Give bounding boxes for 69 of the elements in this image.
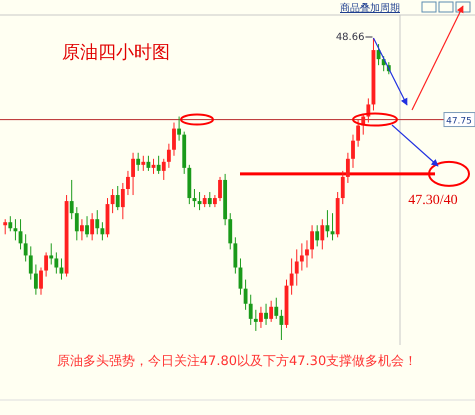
candlestick [90,212,94,241]
candlestick [49,242,54,265]
annotation: 48.66 [336,32,364,43]
candlestick [162,158,166,180]
candlestick [244,279,248,310]
candlestick [28,246,33,280]
candlestick [60,258,64,280]
candlestick [146,155,150,172]
candlestick [39,267,43,296]
candlestick [315,224,320,247]
candlestick [310,224,314,259]
candlestick [126,170,130,196]
candlestick [351,134,355,168]
candlestick [356,119,360,148]
candlestick [8,216,12,232]
candlestick [24,234,28,262]
candlestick [34,264,38,296]
candlestick [218,176,222,202]
candlestick [166,143,171,168]
candlestick [95,210,100,235]
candlestick [238,258,242,296]
candlestick [131,152,135,196]
candlestick [269,300,274,322]
candlestick [18,218,22,250]
candlestick [152,158,156,174]
candlestick [376,44,380,66]
candlestick [110,188,115,214]
candlestick [248,294,253,326]
candlestick [74,206,79,241]
candlestick [100,222,104,241]
candlestick [300,242,304,272]
candlestick [208,192,212,208]
candlestick [320,218,324,250]
text: 47.75 [446,116,472,127]
candlestick [202,194,207,208]
candlestick [294,248,299,286]
candlestick [3,218,8,235]
text: 商品叠加 [340,2,380,14]
candlestick [120,182,125,220]
candlestick [259,306,263,328]
candlestick [198,192,202,211]
candlestick [156,155,161,174]
candlestick [290,258,294,296]
candlestick [14,218,18,241]
candlestick [44,252,48,278]
candlestick [330,212,334,241]
candlestick [141,155,146,172]
text: 原油多头强势，今日关注47.80以及下方47.30支撑做多机会！ [56,353,418,369]
candlestick [274,297,278,320]
candlestick [116,185,120,211]
candlestick [54,252,58,274]
candlestick [254,309,258,332]
text: 47.30/40 [408,192,458,208]
candlestick [264,303,268,326]
candlestick [177,116,182,142]
text: 周期 [380,2,400,14]
chart-title: 原油四小时图 [62,42,170,62]
candlestick [136,152,140,172]
candlestick [346,152,350,184]
candlestick [80,218,84,241]
candlestick [305,240,309,268]
candlestick [172,122,176,156]
candlestick [340,170,345,205]
candlestick [279,309,284,340]
candlestick [85,216,89,238]
candlestick [326,210,330,238]
candlestick [192,188,196,208]
candlestick [212,194,217,208]
candlestick [70,179,74,220]
